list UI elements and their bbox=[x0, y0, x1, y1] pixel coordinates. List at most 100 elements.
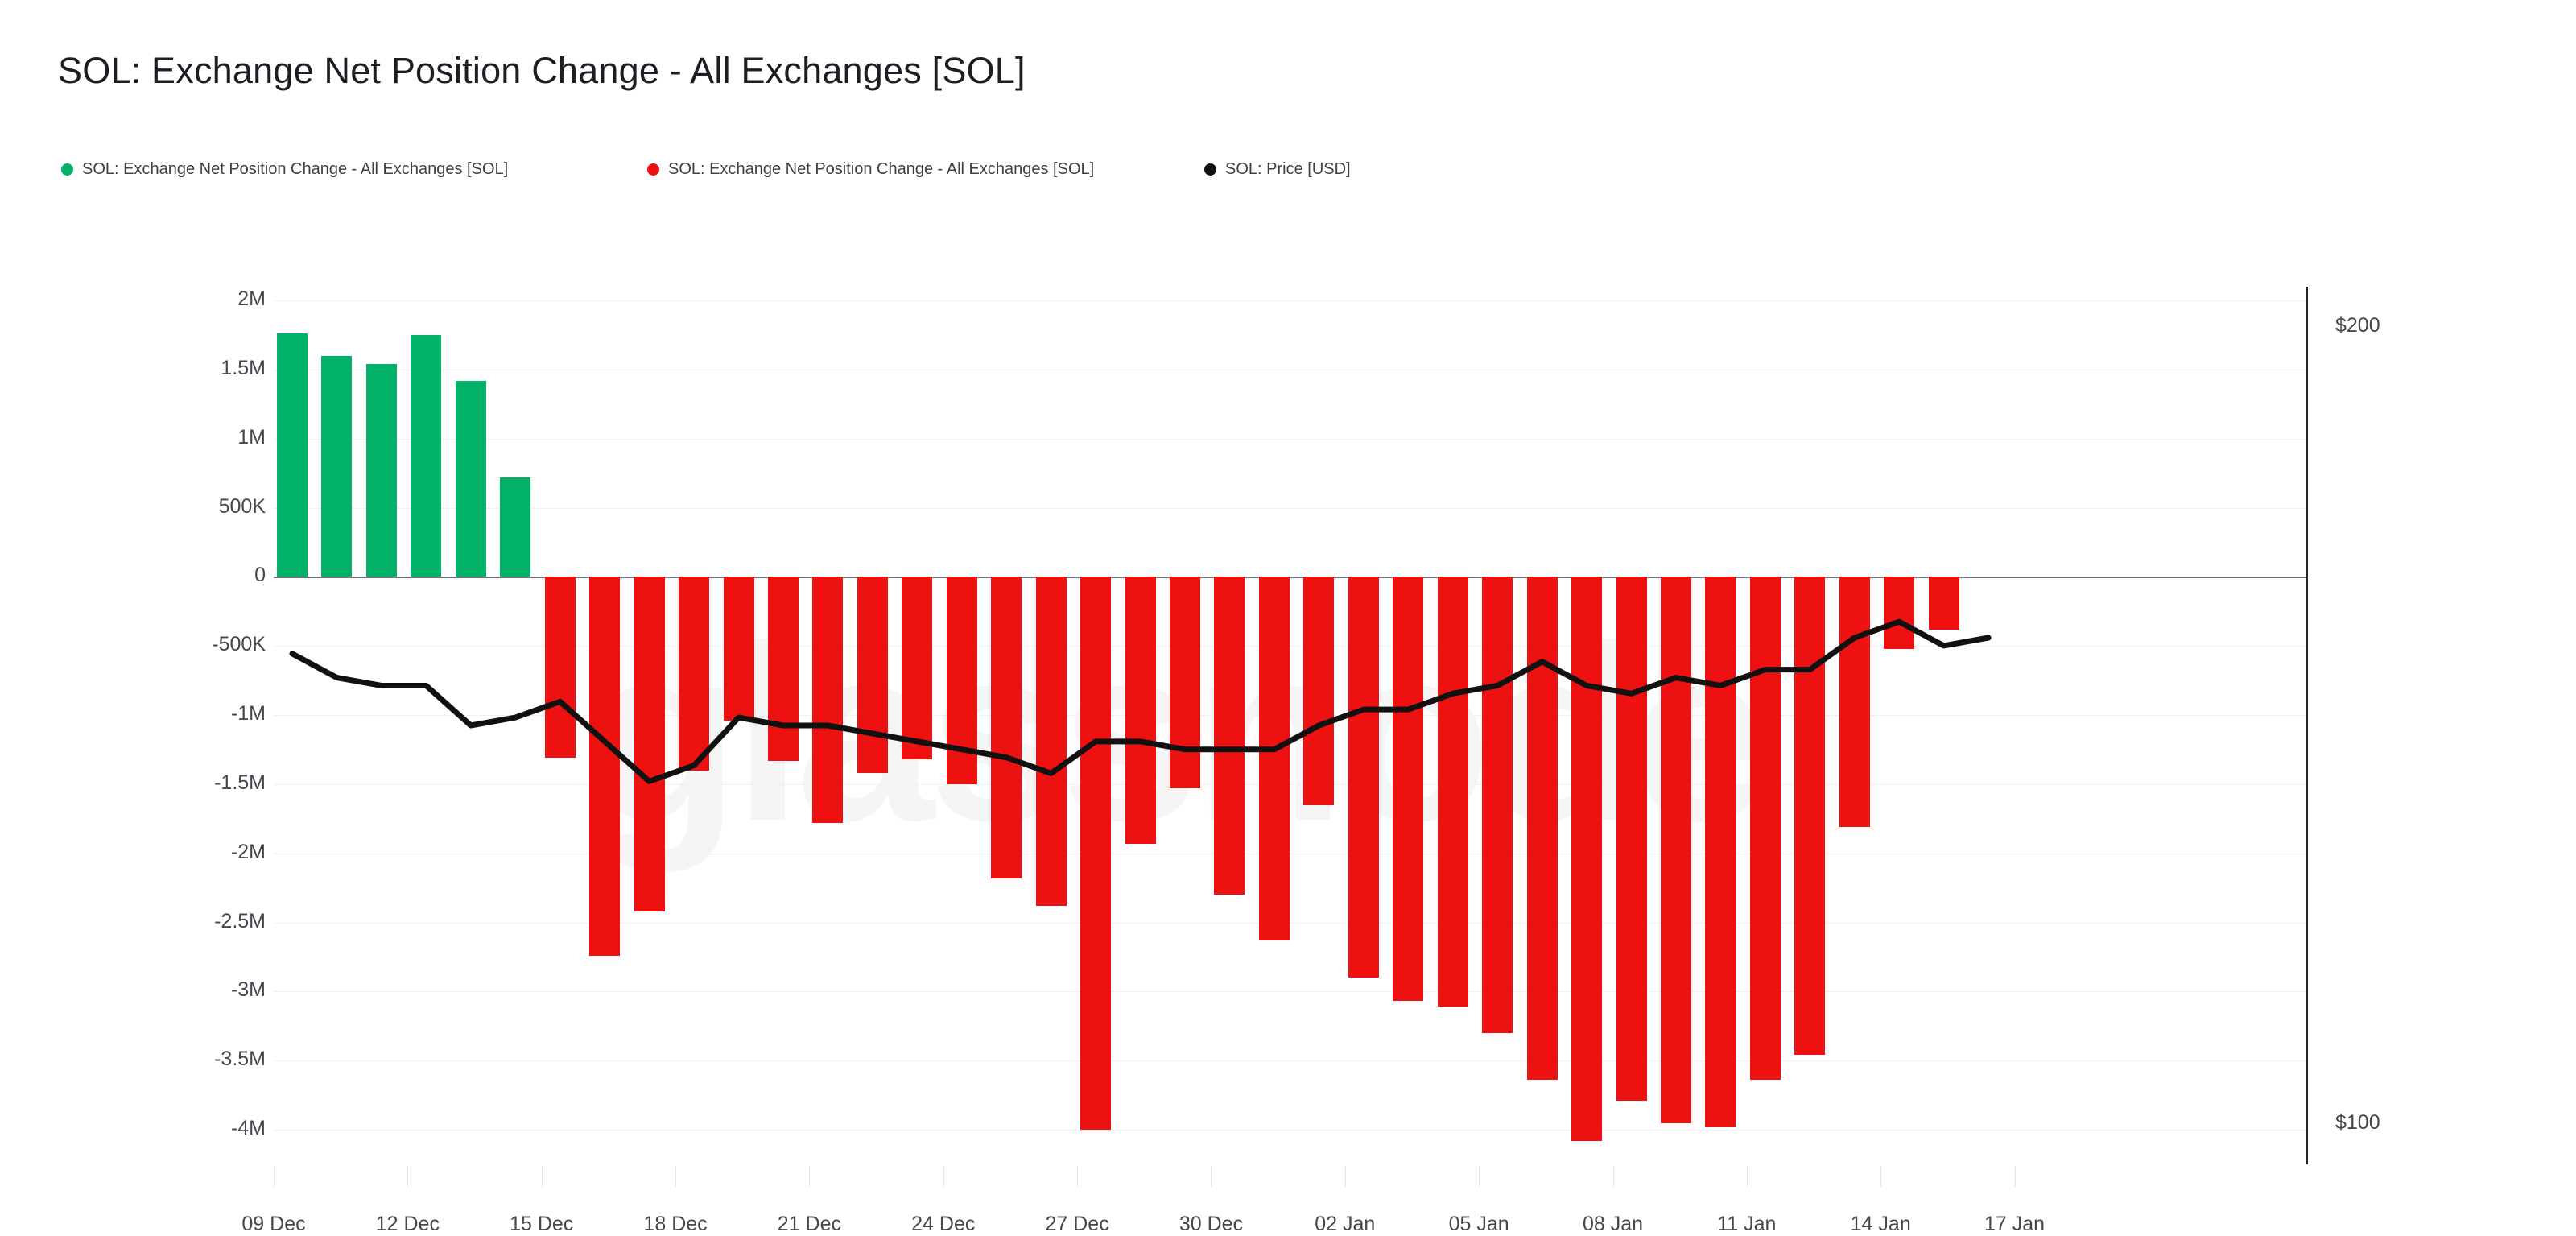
x-axis-tick-mark bbox=[1344, 1166, 1346, 1187]
bar-positive[interactable] bbox=[321, 355, 353, 577]
price-line-series bbox=[289, 618, 1992, 784]
gridline bbox=[274, 646, 2306, 647]
x-axis-tick-label: 27 Dec bbox=[1045, 1213, 1109, 1235]
bar-negative[interactable] bbox=[1035, 577, 1067, 906]
bar-negative[interactable] bbox=[1705, 577, 1736, 1127]
gridline bbox=[274, 922, 2306, 924]
legend-item-1[interactable]: SOL: Exchange Net Position Change - All … bbox=[647, 159, 1094, 179]
y-axis-tick-label-left: -2M bbox=[230, 840, 266, 863]
x-axis-tick-mark bbox=[675, 1166, 677, 1187]
gridline bbox=[274, 783, 2306, 785]
gridline bbox=[274, 715, 2306, 717]
x-axis-tick-mark bbox=[1612, 1166, 1614, 1187]
bar-negative[interactable] bbox=[1794, 577, 1826, 1056]
legend-item-2[interactable]: SOL: Price [USD] bbox=[1204, 159, 1351, 179]
bar-negative[interactable] bbox=[1616, 577, 1647, 1102]
bar-negative[interactable] bbox=[1170, 577, 1200, 789]
x-axis-tick-label: 17 Jan bbox=[1984, 1213, 2046, 1235]
circle-marker bbox=[1204, 163, 1216, 176]
bar-positive[interactable] bbox=[277, 333, 308, 577]
gridline bbox=[274, 507, 2306, 509]
gridline bbox=[274, 1130, 2306, 1131]
y-axis-tick-label-left: -4M bbox=[230, 1117, 266, 1140]
bar-negative[interactable] bbox=[634, 577, 665, 911]
bar-negative[interactable] bbox=[1749, 577, 1781, 1081]
x-axis-tick-label: 11 Jan bbox=[1717, 1213, 1777, 1235]
y-axis-tick-label-left: -2.5M bbox=[214, 909, 266, 932]
x-axis-tick-label: 21 Dec bbox=[777, 1213, 841, 1235]
bar-negative[interactable] bbox=[1080, 577, 1112, 1131]
y-axis-tick-label-left: 1M bbox=[237, 425, 266, 449]
x-axis-tick-mark bbox=[1077, 1166, 1079, 1187]
x-axis-tick-label: 15 Dec bbox=[510, 1213, 574, 1235]
bar-positive[interactable] bbox=[500, 477, 531, 577]
y-axis-tick-label-right: $100 bbox=[2335, 1111, 2380, 1135]
gridline bbox=[274, 1060, 2306, 1062]
y-axis-tick-label-left: -3M bbox=[230, 978, 266, 1002]
y-axis-tick-label-left: -1M bbox=[230, 702, 266, 725]
bar-negative[interactable] bbox=[1839, 577, 1870, 828]
y-axis-tick-label-left: -500K bbox=[212, 633, 266, 656]
bar-positive[interactable] bbox=[411, 335, 442, 577]
y-axis-tick-label-left: 2M bbox=[237, 287, 266, 311]
x-axis-tick-mark bbox=[541, 1166, 543, 1187]
bar-negative[interactable] bbox=[857, 577, 888, 774]
x-axis-tick-label: 08 Jan bbox=[1582, 1213, 1644, 1235]
x-axis-tick-mark bbox=[809, 1166, 811, 1187]
x-axis-tick-mark bbox=[1479, 1166, 1480, 1187]
bar-negative[interactable] bbox=[991, 577, 1022, 878]
x-axis-tick-label: 02 Jan bbox=[1315, 1213, 1376, 1235]
x-axis-tick-mark bbox=[2014, 1166, 2016, 1187]
legend-item-0[interactable]: SOL: Exchange Net Position Change - All … bbox=[61, 159, 508, 179]
bar-negative[interactable] bbox=[1437, 577, 1468, 1007]
x-axis-tick-mark bbox=[1746, 1166, 1748, 1187]
zero-axis-line bbox=[274, 577, 2306, 579]
legend-item-label: SOL: Price [USD] bbox=[1225, 160, 1351, 178]
x-axis-tick-label: 24 Dec bbox=[911, 1213, 976, 1235]
bar-negative[interactable] bbox=[1884, 577, 1915, 649]
gridline bbox=[274, 438, 2306, 440]
y-axis-tick-label-left: -3.5M bbox=[214, 1048, 266, 1071]
bar-negative[interactable] bbox=[1660, 577, 1691, 1123]
bar-negative[interactable] bbox=[1214, 577, 1245, 895]
circle-marker bbox=[61, 163, 73, 176]
bar-negative[interactable] bbox=[812, 577, 844, 823]
x-axis-tick-label: 05 Jan bbox=[1448, 1213, 1509, 1235]
legend-item-label: SOL: Exchange Net Position Change - All … bbox=[82, 160, 509, 178]
x-axis-tick-label: 09 Dec bbox=[242, 1213, 306, 1235]
y-axis-tick-label-left: 500K bbox=[218, 494, 266, 518]
bar-negative[interactable] bbox=[723, 577, 754, 721]
bar-negative[interactable] bbox=[1348, 577, 1379, 978]
page-title: SOL: Exchange Net Position Change - All … bbox=[58, 50, 1026, 91]
x-axis-tick-label: 14 Jan bbox=[1850, 1213, 1911, 1235]
bar-negative[interactable] bbox=[767, 577, 799, 761]
bar-negative[interactable] bbox=[1125, 577, 1156, 844]
legend-item-label: SOL: Exchange Net Position Change - All … bbox=[668, 160, 1095, 178]
bar-negative[interactable] bbox=[1571, 577, 1603, 1141]
plot-area bbox=[274, 287, 2306, 1164]
x-axis-tick-mark bbox=[1880, 1166, 1882, 1187]
y-axis-tick-label-right: $200 bbox=[2335, 313, 2380, 337]
x-axis-tick-label: 12 Dec bbox=[375, 1213, 440, 1235]
bar-negative[interactable] bbox=[1928, 577, 1959, 630]
x-axis-tick-mark bbox=[943, 1166, 944, 1187]
x-axis-tick-mark bbox=[1211, 1166, 1212, 1187]
y-axis-tick-label-left: 1.5M bbox=[221, 356, 266, 379]
y-axis-tick-label-left: -1.5M bbox=[214, 771, 266, 794]
bar-negative[interactable] bbox=[902, 577, 933, 760]
bar-negative[interactable] bbox=[1393, 577, 1424, 1002]
bar-negative[interactable] bbox=[1482, 577, 1513, 1033]
bar-positive[interactable] bbox=[455, 380, 486, 577]
bar-negative[interactable] bbox=[1303, 577, 1335, 805]
gridline bbox=[274, 300, 2306, 302]
gridline bbox=[274, 991, 2306, 993]
bar-negative[interactable] bbox=[679, 577, 710, 771]
circle-marker bbox=[647, 163, 659, 176]
x-axis-tick-mark bbox=[407, 1166, 409, 1187]
bar-negative[interactable] bbox=[1258, 577, 1290, 940]
bar-positive[interactable] bbox=[365, 364, 397, 577]
bar-negative[interactable] bbox=[544, 577, 576, 759]
x-axis-tick-label: 18 Dec bbox=[643, 1213, 708, 1235]
bar-negative[interactable] bbox=[589, 577, 621, 956]
